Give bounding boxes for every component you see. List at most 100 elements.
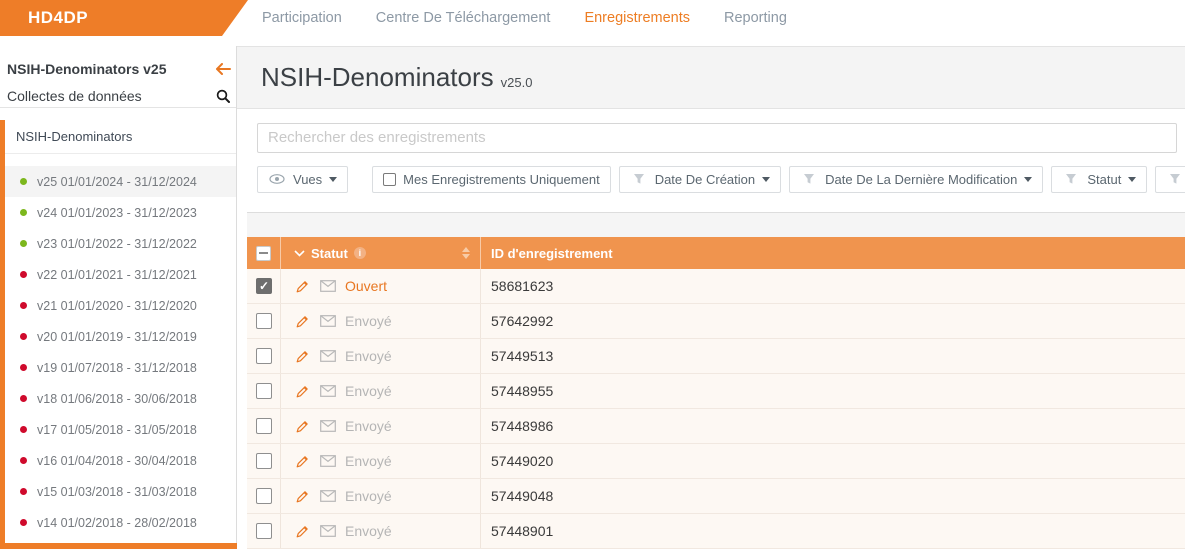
filter-dropdown-button[interactable]: Patient (1155, 165, 1185, 193)
select-all-checkbox[interactable] (256, 245, 271, 261)
row-record-id[interactable]: 57448955 (491, 383, 554, 399)
version-label: v14 01/02/2018 - 28/02/2018 (37, 515, 197, 530)
version-item[interactable]: v19 01/07/2018 - 31/12/2018 (5, 352, 236, 383)
filter-row: Vues Mes Enregistrements Uniquement (257, 165, 1185, 193)
row-record-id[interactable]: 57448986 (491, 418, 554, 434)
row-checkbox-cell (247, 374, 281, 408)
header-checkbox-cell (247, 237, 281, 269)
row-status-cell[interactable]: Envoyé (281, 514, 481, 548)
table-row[interactable]: Envoyé 57448986 (247, 409, 1185, 444)
pencil-icon (293, 312, 311, 330)
back-arrow-icon[interactable] (214, 61, 232, 77)
row-record-id[interactable]: 57642992 (491, 313, 554, 329)
row-checkbox-cell (247, 444, 281, 478)
pencil-icon (293, 417, 311, 435)
version-label: v19 01/07/2018 - 31/12/2018 (37, 360, 197, 375)
row-checkbox[interactable] (255, 488, 272, 504)
my-records-checkbox[interactable] (383, 172, 397, 186)
row-checkbox[interactable] (255, 383, 272, 399)
row-record-id[interactable]: 57449048 (491, 488, 554, 504)
envelope-icon (319, 382, 337, 400)
collection-list: NSIH-Denominators v25 01/01/2024 - 31/12… (0, 120, 236, 549)
table-row[interactable]: Envoyé 57449020 (247, 444, 1185, 479)
nav-tab[interactable]: Reporting (724, 10, 787, 26)
row-checkbox[interactable] (255, 418, 272, 434)
row-record-id[interactable]: 57448901 (491, 523, 554, 539)
search-icon[interactable] (214, 88, 232, 104)
sort-toggle-icon[interactable] (462, 247, 470, 259)
row-record-id[interactable]: 57449020 (491, 453, 554, 469)
row-status-cell[interactable]: Envoyé (281, 339, 481, 373)
version-item[interactable]: v17 01/05/2018 - 31/05/2018 (5, 414, 236, 445)
sidebar: NSIH-Denominators v25 Collectes de donné… (0, 46, 237, 549)
table-row[interactable]: Envoyé 57448955 (247, 374, 1185, 409)
main-nav: Participation Centre De Téléchargement E… (262, 0, 787, 36)
version-item[interactable]: v24 01/01/2023 - 31/12/2023 (5, 197, 236, 228)
version-label: v20 01/01/2019 - 31/12/2019 (37, 329, 197, 344)
table-row[interactable]: Ouvert 58681623 (247, 269, 1185, 304)
main-panel: NSIH-Denominators v25.0 Vues (237, 46, 1185, 549)
filter-dropdown-button[interactable]: Date De Création (618, 165, 782, 193)
row-status-label: Envoyé (345, 383, 392, 399)
records-search-input[interactable] (257, 122, 1177, 153)
version-item[interactable]: v18 01/06/2018 - 30/06/2018 (5, 383, 236, 414)
pencil-icon (293, 487, 311, 505)
filter-dropdowns: Date De Création Date De La Dernière Mod… (618, 165, 1185, 193)
search-wrap (257, 122, 1177, 153)
status-dot-icon (20, 364, 27, 371)
table-row[interactable]: Envoyé 57449048 (247, 479, 1185, 514)
sidebar-bottom-bar (0, 543, 237, 549)
version-item[interactable]: v21 01/01/2020 - 31/12/2020 (5, 290, 236, 321)
table-row[interactable]: Envoyé 57448901 (247, 514, 1185, 549)
row-record-id[interactable]: 58681623 (491, 278, 554, 294)
filter-dropdown-button[interactable]: Date De La Dernière Modification (789, 165, 1044, 193)
pencil-icon (293, 277, 311, 295)
version-item[interactable]: v20 01/01/2019 - 31/12/2019 (5, 321, 236, 352)
row-checkbox[interactable] (255, 523, 272, 539)
row-checkbox[interactable] (255, 278, 272, 294)
info-icon (353, 247, 366, 259)
brand-banner: HD4DP (0, 0, 248, 36)
version-item[interactable]: v14 01/02/2018 - 28/02/2018 (5, 507, 236, 538)
nav-tab[interactable]: Centre De Téléchargement (375, 10, 551, 26)
row-status-label: Envoyé (345, 488, 392, 504)
version-item[interactable]: v22 01/01/2021 - 31/12/2021 (5, 259, 236, 290)
filter-dropdown-button[interactable]: Statut (1051, 165, 1148, 193)
status-column-header[interactable]: Statut (281, 237, 481, 269)
version-label: v23 01/01/2022 - 31/12/2022 (37, 236, 197, 251)
version-label: v24 01/01/2023 - 31/12/2023 (37, 205, 197, 220)
nav-tab[interactable]: Participation (262, 10, 342, 26)
row-status-label: Envoyé (345, 523, 392, 539)
row-record-id[interactable]: 57449513 (491, 348, 554, 364)
version-item[interactable]: v15 01/03/2018 - 31/03/2018 (5, 476, 236, 507)
funnel-icon (1062, 170, 1080, 188)
caret-down-icon (762, 176, 771, 182)
views-dropdown-button[interactable]: Vues (257, 165, 349, 193)
caret-down-icon (1128, 176, 1137, 182)
row-checkbox-cell (247, 304, 281, 338)
pencil-icon (293, 347, 311, 365)
row-status-cell[interactable]: Envoyé (281, 304, 481, 338)
caret-down-icon (329, 176, 338, 182)
row-checkbox[interactable] (255, 313, 272, 329)
row-checkbox[interactable] (255, 348, 272, 364)
row-status-cell[interactable]: Envoyé (281, 479, 481, 513)
row-status-cell[interactable]: Envoyé (281, 444, 481, 478)
row-status-cell[interactable]: Envoyé (281, 409, 481, 443)
row-status-cell[interactable]: Ouvert (281, 269, 481, 303)
version-item[interactable]: v16 01/04/2018 - 30/04/2018 (5, 445, 236, 476)
row-status-label: Ouvert (345, 278, 388, 294)
version-item[interactable]: v23 01/01/2022 - 31/12/2022 (5, 228, 236, 259)
nav-tab[interactable]: Enregistrements (584, 10, 691, 26)
row-status-label: Envoyé (345, 418, 392, 434)
table-row[interactable]: Envoyé 57449513 (247, 339, 1185, 374)
status-dot-icon (20, 395, 27, 402)
page-version: v25.0 (500, 74, 533, 90)
version-item[interactable]: v25 01/01/2024 - 31/12/2024 (5, 166, 236, 197)
my-records-toggle-button[interactable]: Mes Enregistrements Uniquement (372, 165, 611, 193)
row-status-cell[interactable]: Envoyé (281, 374, 481, 408)
table-row[interactable]: Envoyé 57642992 (247, 304, 1185, 339)
row-checkbox[interactable] (255, 453, 272, 469)
funnel-icon (1166, 170, 1184, 188)
my-records-label: Mes Enregistrements Uniquement (403, 171, 600, 187)
